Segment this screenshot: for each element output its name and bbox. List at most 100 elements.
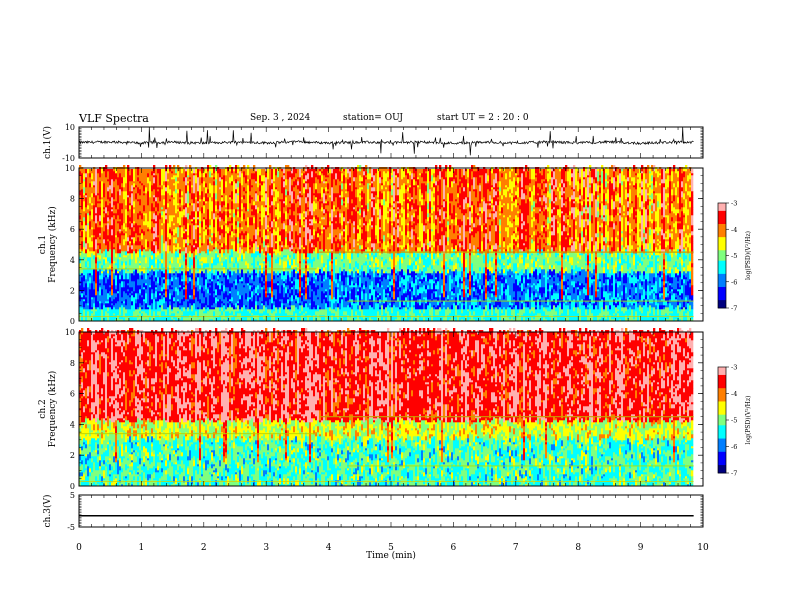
ch1-spectrogram-y-tick-label: 2	[70, 286, 75, 295]
x-tick-label: 9	[638, 543, 644, 553]
ch1-spectrogram-colorbar-label: log(PSD)(V²/Hz)	[745, 231, 752, 280]
ch1-spectrogram-colorbar-cell	[718, 203, 726, 206]
ch2-spectrogram-colorbar-cell	[718, 391, 726, 394]
ch2-spectrogram-colorbar-cell	[718, 372, 726, 375]
ch1-spectrogram-colorbar-tick-label: -5	[731, 252, 737, 260]
ch2-spectrogram-image	[79, 328, 693, 486]
ch2-spectrogram-colorbar-cell	[718, 444, 726, 447]
ch2-spectrogram-colorbar-cell	[718, 404, 726, 407]
ch2-spectrogram-colorbar-tick-label: -7	[731, 470, 737, 478]
ch1-spectrogram-ylabel: ch.1	[38, 235, 48, 254]
ch1-spectrogram-colorbar-cell	[718, 253, 726, 256]
ch2-spectrogram-colorbar-cell	[718, 375, 726, 378]
ch3-waveform-y-tick-label: 5	[70, 491, 75, 500]
x-tick-label: 7	[513, 543, 519, 553]
ch1-spectrogram-colorbar-cell	[718, 261, 726, 264]
ch3-waveform-ylabel: ch.3(V)	[42, 495, 53, 528]
ch2-spectrogram-colorbar-cell	[718, 441, 726, 444]
ch1-spectrogram-colorbar-cell	[718, 271, 726, 274]
ch1-spectrogram-colorbar-cell	[718, 221, 726, 224]
ch1-spectrogram-colorbar-cell	[718, 208, 726, 211]
ch2-spectrogram-colorbar-cell	[718, 425, 726, 428]
ch2-spectrogram-colorbar-cell	[718, 367, 726, 370]
ch1-spectrogram-colorbar-tick-label: -4	[731, 226, 737, 234]
ch1-spectrogram-colorbar-cell	[718, 266, 726, 269]
ch2-spectrogram-colorbar-cell	[718, 449, 726, 452]
ch2-spectrogram-y-tick-label: 6	[70, 390, 75, 399]
ch1-spectrogram-colorbar-cell	[718, 258, 726, 261]
ch1-waveform-trace	[79, 127, 694, 155]
ch2-spectrogram-colorbar-tick-label: -3	[731, 364, 737, 372]
ch2-spectrogram-y-tick-label: 4	[70, 420, 75, 429]
ch2-spectrogram-colorbar-tick-label: -4	[731, 390, 737, 398]
ch3-waveform-y-tick-label: -5	[67, 523, 75, 532]
ch1-spectrogram-colorbar-cell	[718, 279, 726, 282]
ch1-spectrogram-colorbar-cell	[718, 245, 726, 248]
ch2-spectrogram-ylabel: ch.2	[38, 399, 48, 418]
ch2-spectrogram-colorbar-cell	[718, 468, 726, 471]
ch2-spectrogram-colorbar-cell	[718, 415, 726, 418]
ch1-spectrogram-y-tick-label: 8	[70, 195, 75, 204]
ch2-spectrogram-colorbar-cell	[718, 401, 726, 404]
ch2-spectrogram-colorbar-cell	[718, 447, 726, 450]
ch1-spectrogram-colorbar-cell	[718, 290, 726, 293]
ch1-spectrogram-y-tick-label: 4	[70, 256, 75, 265]
ch2-spectrogram-colorbar-tick-label: -6	[731, 443, 737, 451]
ch1-spectrogram-colorbar-tick-label: -7	[731, 305, 737, 313]
ch1-spectrogram-colorbar-cell	[718, 269, 726, 272]
ch2-spectrogram-colorbar-cell	[718, 388, 726, 391]
ch2-spectrogram-colorbar-cell	[718, 428, 726, 431]
ch2-spectrogram-colorbar-cell	[718, 412, 726, 415]
ch1-spectrogram-y-tick-label: 10	[65, 164, 75, 173]
ch1-spectrogram-y-tick-label: 0	[70, 317, 75, 326]
ch2-spectrogram-colorbar-cell	[718, 370, 726, 373]
x-tick-label: 8	[575, 543, 581, 553]
x-tick-label: 3	[263, 543, 269, 553]
ch1-spectrogram-colorbar-cell	[718, 206, 726, 209]
ch1-spectrogram-colorbar-cell	[718, 237, 726, 240]
ch2-spectrogram-colorbar-cell	[718, 423, 726, 426]
x-axis-label: Time (min)	[366, 550, 416, 561]
ch2-spectrogram-colorbar-cell	[718, 460, 726, 463]
ch1-spectrogram-colorbar-cell	[718, 250, 726, 253]
ch1-spectrogram-colorbar-cell	[718, 211, 726, 214]
ch1-spectrogram-colorbar-cell	[718, 216, 726, 219]
ch2-spectrogram-colorbar-cell	[718, 383, 726, 386]
ch1-spectrogram-y-tick-label: 6	[70, 225, 75, 234]
ch1-waveform-y-tick-label: -10	[62, 154, 75, 163]
ch1-spectrogram-colorbar-cell	[718, 295, 726, 298]
x-tick-label: 4	[326, 543, 332, 553]
ch1-spectrogram-colorbar-cell	[718, 224, 726, 227]
ch2-spectrogram-colorbar-cell	[718, 420, 726, 423]
ch1-spectrogram-colorbar-cell	[718, 214, 726, 217]
ch2-spectrogram-colorbar-cell	[718, 407, 726, 410]
x-tick-label: 2	[201, 543, 207, 553]
ch1-waveform-y-tick-label: 10	[65, 123, 75, 132]
ch1-spectrogram-colorbar-cell	[718, 284, 726, 287]
x-tick-label: 10	[697, 543, 709, 553]
ch2-spectrogram-colorbar-cell	[718, 454, 726, 457]
ch2-spectrogram-colorbar-cell	[718, 396, 726, 399]
ch2-spectrogram-colorbar-cell	[718, 433, 726, 436]
ch2-spectrogram-colorbar-cell	[718, 457, 726, 460]
ch2-spectrogram-y-tick-label: 10	[65, 328, 75, 337]
ch1-spectrogram-colorbar-cell	[718, 282, 726, 285]
ch2-spectrogram-y-tick-label: 0	[70, 482, 75, 491]
ch2-spectrogram-colorbar-cell	[718, 380, 726, 383]
ch2-spectrogram-colorbar-cell	[718, 417, 726, 420]
x-tick-label: 0	[76, 543, 82, 553]
ch1-spectrogram-colorbar-cell	[718, 232, 726, 235]
x-tick-label: 1	[139, 543, 145, 553]
ch1-spectrogram-colorbar-cell	[718, 256, 726, 259]
ch1-spectrogram-colorbar-cell	[718, 227, 726, 230]
ch2-spectrogram-colorbar-cell	[718, 409, 726, 412]
ch1-spectrogram-colorbar-cell	[718, 303, 726, 306]
ch1-spectrogram-colorbar-cell	[718, 242, 726, 245]
ch2-spectrogram-colorbar-cell	[718, 394, 726, 397]
ch1-spectrogram-colorbar-cell	[718, 219, 726, 222]
ch1-spectrogram-colorbar-cell	[718, 274, 726, 277]
ch1-spectrogram-colorbar-cell	[718, 287, 726, 290]
ch2-spectrogram-colorbar-cell	[718, 378, 726, 381]
ch1-spectrogram-colorbar-cell	[718, 277, 726, 280]
